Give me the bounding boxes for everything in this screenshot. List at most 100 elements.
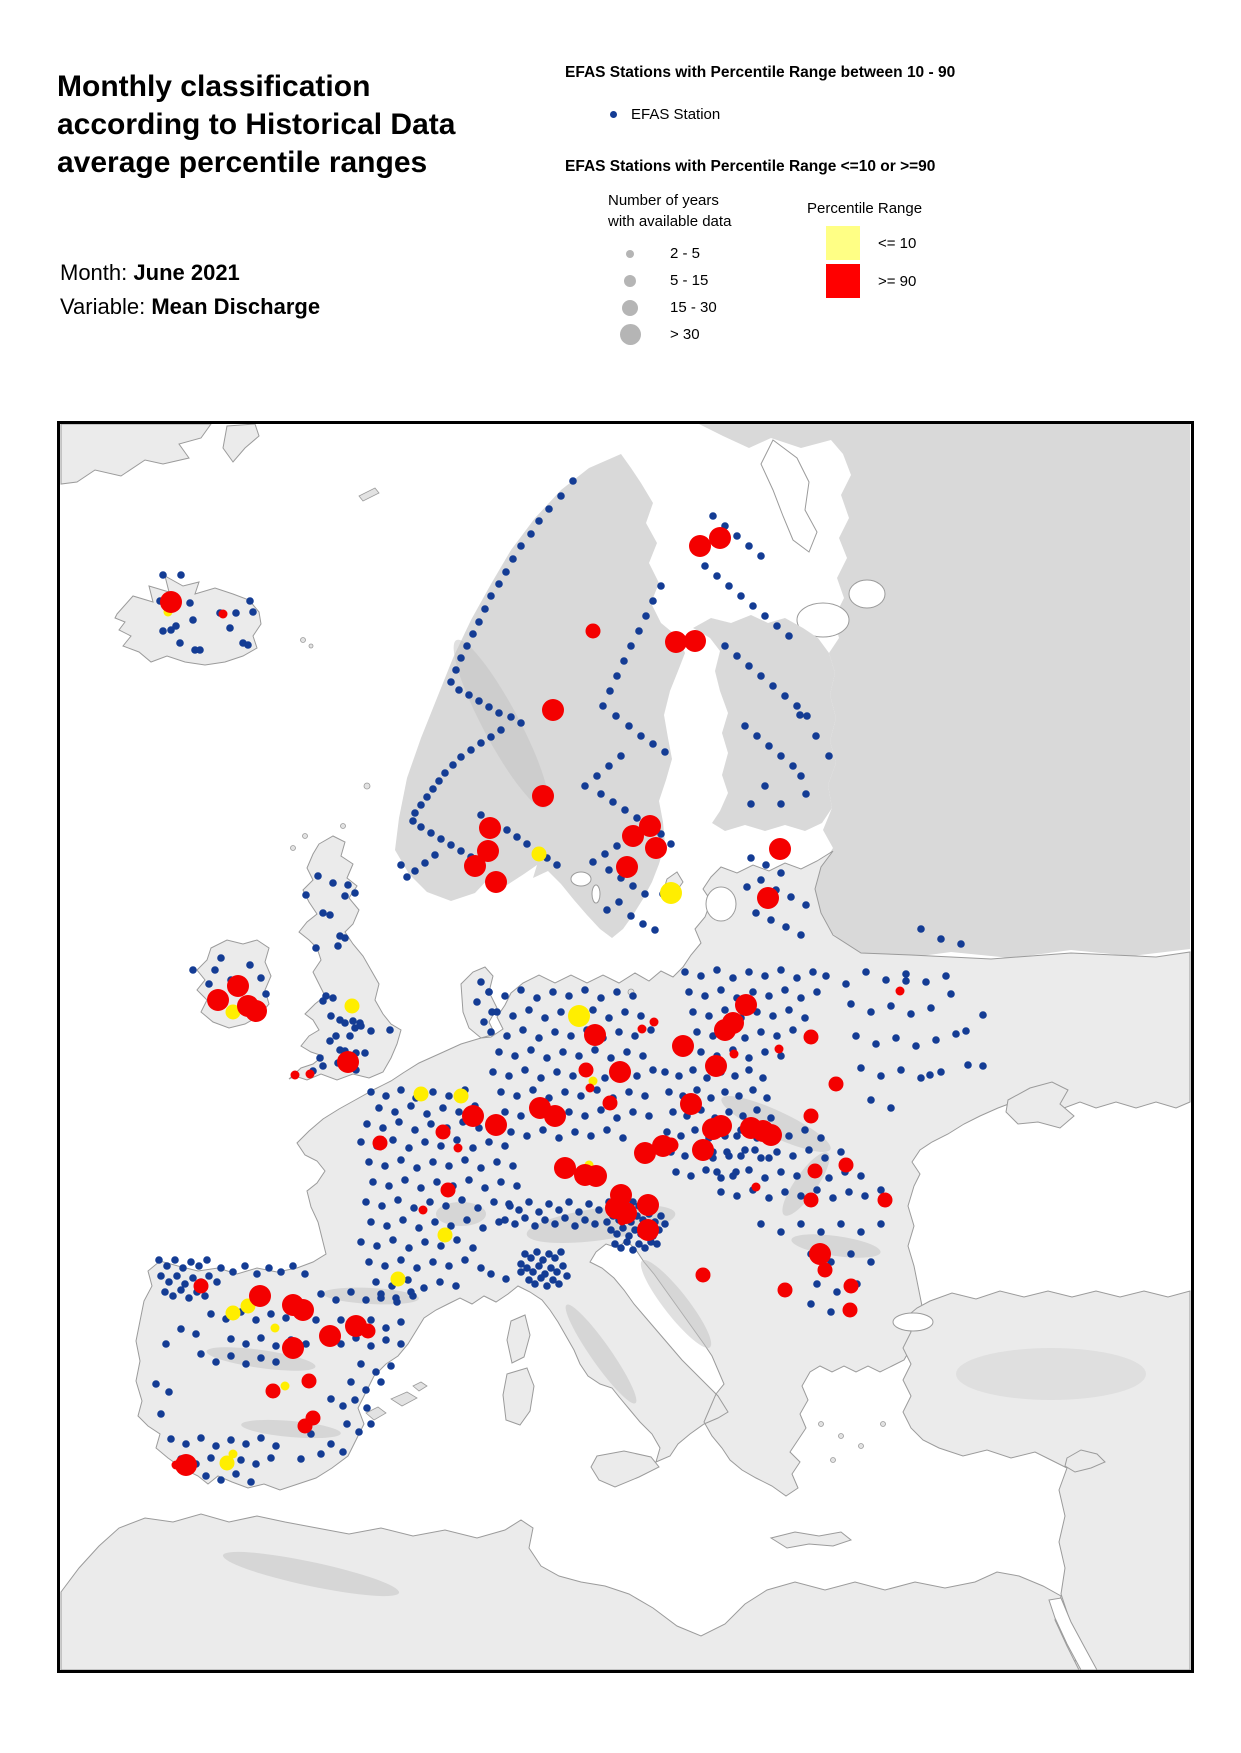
station-dot-percentile-10-90 [757,1028,765,1036]
station-dot-percentile-10-90 [797,1220,805,1228]
station-dot-percentile-10-90 [641,1092,649,1100]
station-dot-percentile-10-90 [829,1194,837,1202]
lake-ladoga [796,602,850,638]
station-dot-percentile-10-90 [485,988,493,996]
station-dot-percentile-10-90 [761,782,769,790]
station-dot-percentile-10-90 [773,1032,781,1040]
station-dot-percentile-ge90-large [710,1115,732,1137]
station-dot-percentile-10-90 [397,1340,405,1348]
station-dot-percentile-10-90 [765,1154,773,1162]
station-dot-percentile-10-90 [765,1194,773,1202]
station-dot-percentile-ge90-small [418,1205,428,1215]
station-dot-percentile-10-90 [927,1004,935,1012]
station-dot-percentile-10-90 [490,1198,498,1206]
station-dot-percentile-10-90 [537,1274,545,1282]
station-dot-percentile-10-90 [477,811,485,819]
station-dot-percentile-10-90 [751,1146,759,1154]
station-dot-percentile-10-90 [497,1178,505,1186]
station-dot-percentile-10-90 [743,883,751,891]
station-dot-percentile-10-90 [777,1052,785,1060]
station-dot-percentile-10-90 [601,1074,609,1082]
station-dot-percentile-10-90 [394,1196,402,1204]
station-dot-percentile-10-90 [319,997,327,1005]
station-dot-percentile-ge90-small [305,1069,315,1079]
station-dot-percentile-10-90 [211,966,219,974]
station-dot-percentile-10-90 [807,1300,815,1308]
station-dot-percentile-10-90 [559,1262,567,1270]
station-dot-percentile-10-90 [441,769,449,777]
station-dot-percentile-10-90 [527,1254,535,1262]
station-dot-percentile-10-90 [367,1088,375,1096]
station-dot-percentile-10-90 [661,748,669,756]
station-dot-percentile-10-90 [317,1450,325,1458]
sea-white-sea [760,439,818,553]
station-dot-percentile-ge90-large [637,1194,659,1216]
station-dot-percentile-ge90-medium [807,1163,823,1179]
station-dot-percentile-10-90 [399,1216,407,1224]
station-dot-percentile-ge90-medium [435,1124,451,1140]
station-dot-percentile-ge90-large [532,785,554,807]
station-dot-percentile-10-90 [386,1026,394,1034]
station-dot-percentile-10-90 [591,1046,599,1054]
station-dot-percentile-ge90-large [245,1000,267,1022]
station-dot-percentile-10-90 [623,1238,631,1246]
station-dot-percentile-10-90 [702,1166,710,1174]
station-dot-percentile-10-90 [326,911,334,919]
station-dot-percentile-10-90 [349,1017,357,1025]
station-dot-percentile-10-90 [431,851,439,859]
station-dot-percentile-10-90 [229,1268,237,1276]
station-dot-percentile-10-90 [861,1192,869,1200]
station-dot-percentile-10-90 [575,1052,583,1060]
station-dot-percentile-10-90 [535,1034,543,1042]
station-dot-percentile-10-90 [685,988,693,996]
station-dot-percentile-ge90-small [218,609,228,619]
station-dot-percentile-10-90 [713,572,721,580]
station-dot-percentile-10-90 [735,1092,743,1100]
station-dot-percentile-10-90 [382,1092,390,1100]
station-dot-percentile-10-90 [515,1206,523,1214]
station-dot-percentile-10-90 [761,1174,769,1182]
station-dot-percentile-10-90 [389,1236,397,1244]
station-dot-percentile-10-90 [549,1276,557,1284]
size-legend-label: 5 - 15 [670,272,709,289]
station-dot-percentile-ge90-large [634,1142,656,1164]
station-dot-percentile-10-90 [609,798,617,806]
station-dot-percentile-10-90 [917,1074,925,1082]
station-dot-percentile-ge90-small [637,1024,647,1034]
percentile-legend-row: <= 10 [826,226,916,260]
size-legend-title-line2: with available data [608,213,732,230]
station-dot-percentile-10-90 [282,1314,290,1322]
station-dot-percentile-10-90 [447,678,455,686]
station-dot-percentile-10-90 [517,1268,525,1276]
station-dot-percentile-10-90 [189,1274,197,1282]
station-dot-percentile-10-90 [171,1256,179,1264]
land-ibiza [365,1406,387,1421]
station-dot-percentile-10-90 [411,809,419,817]
station-dot-percentile-10-90 [357,1022,365,1030]
ridge-carpathians [721,1096,831,1152]
station-dot-percentile-10-90 [455,686,463,694]
station-dot-percentile-10-90 [651,926,659,934]
station-dot-percentile-10-90 [487,592,495,600]
station-dot-percentile-le10-large [660,882,682,904]
station-dot-percentile-10-90 [821,1154,829,1162]
station-dot-percentile-10-90 [480,1018,488,1026]
station-dot-percentile-10-90 [635,1240,643,1248]
station-dot-percentile-10-90 [749,602,757,610]
station-dot-percentile-10-90 [551,1220,559,1228]
sea-gulf-of-riga [705,886,737,922]
station-dot-percentile-10-90 [613,842,621,850]
station-dot-percentile-10-90 [509,1012,517,1020]
station-dot-percentile-ge90-small [171,1460,181,1470]
station-dot-percentile-10-90 [647,1026,655,1034]
station-dot-percentile-10-90 [507,1128,515,1136]
sea-marmara [892,1312,934,1332]
station-dot-percentile-10-90 [721,1088,729,1096]
station-dot-percentile-10-90 [409,817,417,825]
land-finland [693,615,836,831]
size-legend-items: 2 - 5 5 - 15 15 - 30 > 30 [612,240,717,348]
size-circle-icon [624,274,636,287]
station-dot-percentile-10-90 [362,1296,370,1304]
station-dot-percentile-10-90 [197,1434,205,1442]
station-dot-percentile-10-90 [267,1454,275,1462]
